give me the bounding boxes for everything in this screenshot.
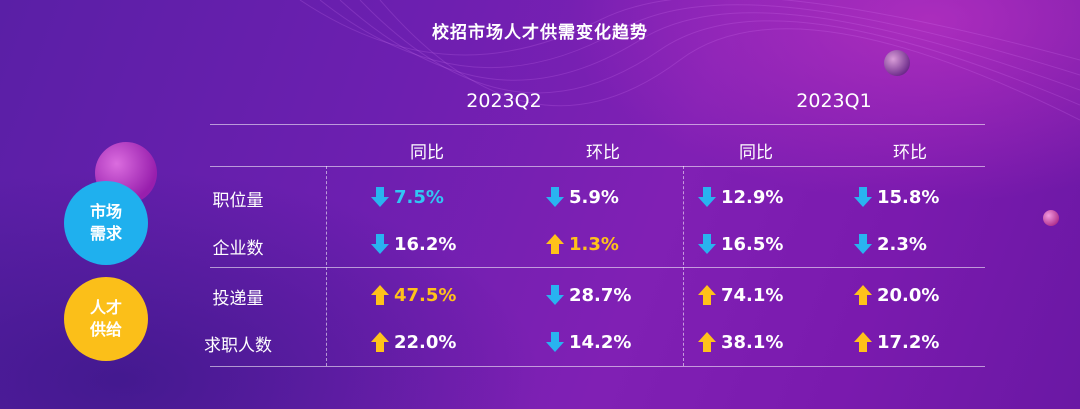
arrow-up-icon xyxy=(698,285,716,305)
value-cell: 12.9% xyxy=(697,185,783,209)
value-cell: 47.5% xyxy=(370,283,456,307)
decorative-orb xyxy=(1043,210,1059,226)
value-cell: 2.3% xyxy=(853,232,927,256)
market-demand-badge: 市场 需求 xyxy=(64,181,148,265)
arrow-down-icon xyxy=(546,285,564,305)
value-cell: 17.2% xyxy=(853,330,939,354)
value-text: 17.2% xyxy=(877,331,940,353)
value-cell: 22.0% xyxy=(370,330,456,354)
badge-line: 市场 xyxy=(89,202,122,221)
value-cell: 20.0% xyxy=(853,283,939,307)
page-title: 校招市场人才供需变化趋势 xyxy=(432,23,648,43)
row-label-applications: 投递量 xyxy=(212,289,264,309)
table-top-rule xyxy=(210,124,985,125)
value-cell: 14.2% xyxy=(545,330,631,354)
arrow-down-icon xyxy=(371,187,389,207)
arrow-up-icon xyxy=(371,332,389,352)
arrow-up-icon xyxy=(854,332,872,352)
value-text: 22.0% xyxy=(394,331,457,353)
arrow-down-icon xyxy=(698,234,716,254)
row-label-companies: 企业数 xyxy=(212,239,264,259)
value-text: 12.9% xyxy=(721,186,784,208)
value-cell: 28.7% xyxy=(545,283,631,307)
header-rule xyxy=(210,166,985,167)
subheader-qoq-q1: 环比 xyxy=(893,143,927,163)
value-cell: 15.8% xyxy=(853,185,939,209)
arrow-up-icon xyxy=(854,285,872,305)
subheader-qoq-q2: 环比 xyxy=(586,143,620,163)
value-text: 47.5% xyxy=(394,284,457,306)
table-bottom-rule xyxy=(210,366,985,367)
value-text: 5.9% xyxy=(569,186,619,208)
talent-supply-badge: 人才 供给 xyxy=(64,277,148,361)
subheader-yoy-q1: 同比 xyxy=(739,143,773,163)
row-label-job-seekers: 求职人数 xyxy=(204,336,272,356)
value-cell: 1.3% xyxy=(545,232,619,256)
arrow-down-icon xyxy=(546,187,564,207)
arrow-down-icon xyxy=(371,234,389,254)
column-divider xyxy=(326,166,327,366)
arrow-up-icon xyxy=(371,285,389,305)
decorative-orb xyxy=(884,50,910,76)
value-cell: 16.2% xyxy=(370,232,456,256)
arrow-up-icon xyxy=(546,234,564,254)
badge-line: 人才 xyxy=(89,298,122,317)
value-text: 74.1% xyxy=(721,284,784,306)
period-header-q1: 2023Q1 xyxy=(796,90,872,112)
value-text: 2.3% xyxy=(877,233,927,255)
arrow-down-icon xyxy=(546,332,564,352)
value-text: 14.2% xyxy=(569,331,632,353)
arrow-down-icon xyxy=(698,187,716,207)
value-text: 20.0% xyxy=(877,284,940,306)
value-text: 38.1% xyxy=(721,331,784,353)
value-cell: 38.1% xyxy=(697,330,783,354)
column-divider xyxy=(683,166,684,366)
value-text: 16.2% xyxy=(394,233,457,255)
period-header-q2: 2023Q2 xyxy=(466,90,542,112)
value-text: 1.3% xyxy=(569,233,619,255)
badge-line: 需求 xyxy=(89,224,122,243)
value-cell: 74.1% xyxy=(697,283,783,307)
value-cell: 16.5% xyxy=(697,232,783,256)
arrow-down-icon xyxy=(854,234,872,254)
value-text: 28.7% xyxy=(569,284,632,306)
value-text: 15.8% xyxy=(877,186,940,208)
value-cell: 7.5% xyxy=(370,185,444,209)
value-cell: 5.9% xyxy=(545,185,619,209)
subheader-yoy-q2: 同比 xyxy=(410,143,444,163)
badge-line: 供给 xyxy=(89,320,122,339)
value-text: 16.5% xyxy=(721,233,784,255)
arrow-down-icon xyxy=(854,187,872,207)
row-label-positions: 职位量 xyxy=(212,191,264,211)
group-divider xyxy=(210,267,985,268)
arrow-up-icon xyxy=(698,332,716,352)
value-text: 7.5% xyxy=(394,186,444,208)
